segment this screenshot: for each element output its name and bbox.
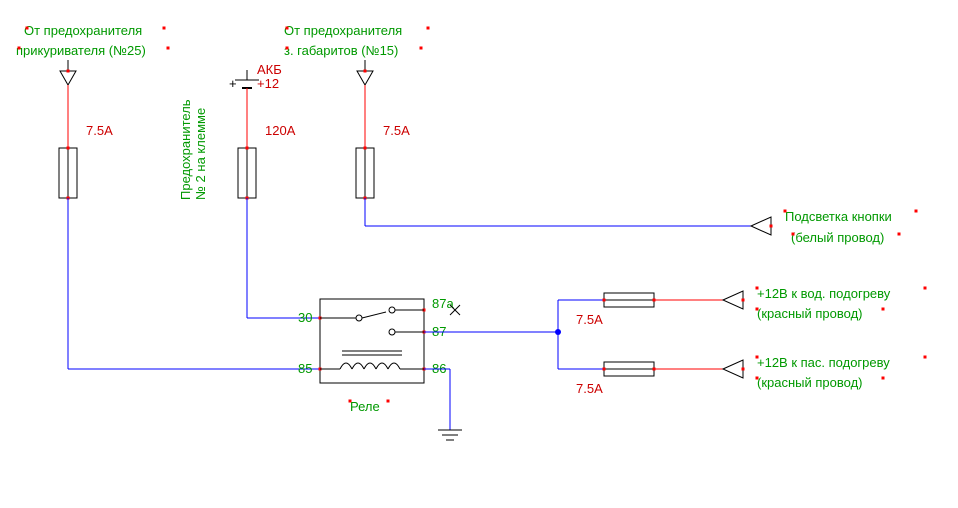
svg-text:прикуривателя (№25): прикуривателя (№25) <box>16 43 146 58</box>
svg-text:120A: 120A <box>265 123 296 138</box>
svg-text:87a: 87a <box>432 296 454 311</box>
svg-text:+12В к вод. подогреву: +12В к вод. подогреву <box>757 286 891 301</box>
svg-text:Предохранитель: Предохранитель <box>178 99 193 200</box>
svg-text:30: 30 <box>298 310 312 325</box>
svg-text:(красный провод): (красный провод) <box>757 375 863 390</box>
svg-text:з. габаритов (№15): з. габаритов (№15) <box>284 43 398 58</box>
svg-text:Подсветка кнопки: Подсветка кнопки <box>785 209 892 224</box>
svg-text:+12В к пас. подогреву: +12В к пас. подогреву <box>757 355 890 370</box>
svg-text:№ 2 на клемме: № 2 на клемме <box>193 108 208 200</box>
svg-text:7.5A: 7.5A <box>576 381 603 396</box>
svg-text:(красный провод): (красный провод) <box>757 306 863 321</box>
svg-text:7.5A: 7.5A <box>86 123 113 138</box>
svg-text:+: + <box>229 76 237 91</box>
svg-text:(белый провод): (белый провод) <box>791 230 884 245</box>
svg-text:7.5A: 7.5A <box>576 312 603 327</box>
svg-text:Реле: Реле <box>350 399 380 414</box>
svg-text:АКБ: АКБ <box>257 62 282 77</box>
svg-text:От предохранителя: От предохранителя <box>24 23 142 38</box>
svg-text:85: 85 <box>298 361 312 376</box>
svg-text:7.5A: 7.5A <box>383 123 410 138</box>
svg-text:От предохранителя: От предохранителя <box>284 23 402 38</box>
svg-text:+12: +12 <box>257 76 279 91</box>
